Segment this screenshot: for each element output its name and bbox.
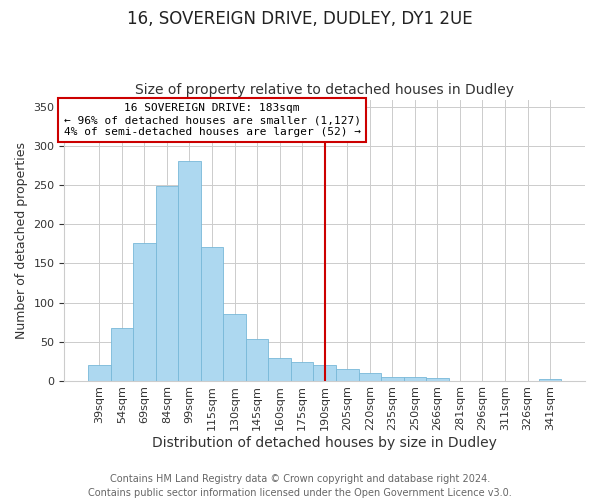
Bar — [404, 378, 426, 380]
Bar — [313, 365, 336, 380]
Bar — [359, 373, 381, 380]
Bar — [336, 369, 359, 380]
Bar — [223, 314, 246, 380]
Bar — [201, 247, 223, 380]
Bar — [155, 186, 178, 380]
Bar — [133, 243, 155, 380]
Bar — [246, 339, 268, 380]
Bar — [426, 378, 449, 380]
Text: 16, SOVEREIGN DRIVE, DUDLEY, DY1 2UE: 16, SOVEREIGN DRIVE, DUDLEY, DY1 2UE — [127, 10, 473, 28]
Bar — [110, 328, 133, 380]
Y-axis label: Number of detached properties: Number of detached properties — [15, 142, 28, 338]
Bar — [88, 365, 110, 380]
Bar — [291, 362, 313, 380]
Bar — [381, 376, 404, 380]
Text: Contains HM Land Registry data © Crown copyright and database right 2024.
Contai: Contains HM Land Registry data © Crown c… — [88, 474, 512, 498]
Text: 16 SOVEREIGN DRIVE: 183sqm
← 96% of detached houses are smaller (1,127)
4% of se: 16 SOVEREIGN DRIVE: 183sqm ← 96% of deta… — [64, 104, 361, 136]
X-axis label: Distribution of detached houses by size in Dudley: Distribution of detached houses by size … — [152, 436, 497, 450]
Bar — [539, 379, 562, 380]
Title: Size of property relative to detached houses in Dudley: Size of property relative to detached ho… — [135, 83, 514, 97]
Bar — [268, 358, 291, 380]
Bar — [178, 161, 201, 380]
